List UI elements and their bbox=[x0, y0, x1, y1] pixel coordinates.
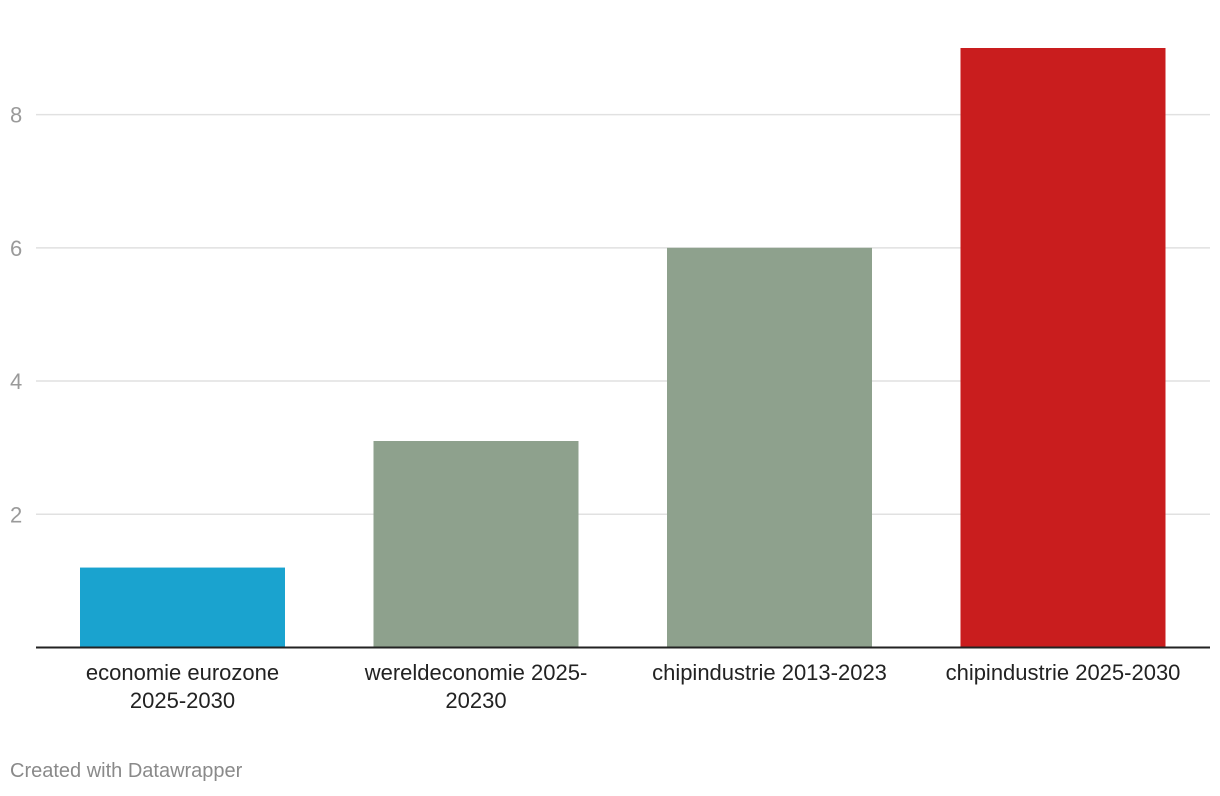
category-label: 20230 bbox=[445, 688, 506, 713]
category-label: chipindustrie 2013-2023 bbox=[652, 660, 887, 685]
category-label: economie eurozone bbox=[86, 660, 279, 685]
category-label: 2025-2030 bbox=[130, 688, 235, 713]
bars bbox=[80, 48, 1166, 648]
y-tick-label: 2 bbox=[10, 502, 22, 527]
y-tick-label: 4 bbox=[10, 369, 22, 394]
y-tick-label: 6 bbox=[10, 236, 22, 261]
datawrapper-credit: Created with Datawrapper bbox=[10, 760, 243, 782]
bar-0 bbox=[80, 567, 285, 648]
bar-chart: 2 4 6 8 economie eurozone 2025-2030 wereldeco… bbox=[10, 48, 1210, 713]
bar-1 bbox=[373, 441, 579, 648]
bar-2 bbox=[667, 247, 872, 648]
category-label: wereldeconomie 2025- bbox=[364, 660, 588, 685]
category-labels: economie eurozone 2025-2030 wereldeconomie… bbox=[86, 660, 1181, 713]
y-tick-label: 8 bbox=[10, 103, 22, 128]
bar-3 bbox=[960, 48, 1166, 648]
category-label: chipindustrie 2025-2030 bbox=[946, 660, 1181, 685]
